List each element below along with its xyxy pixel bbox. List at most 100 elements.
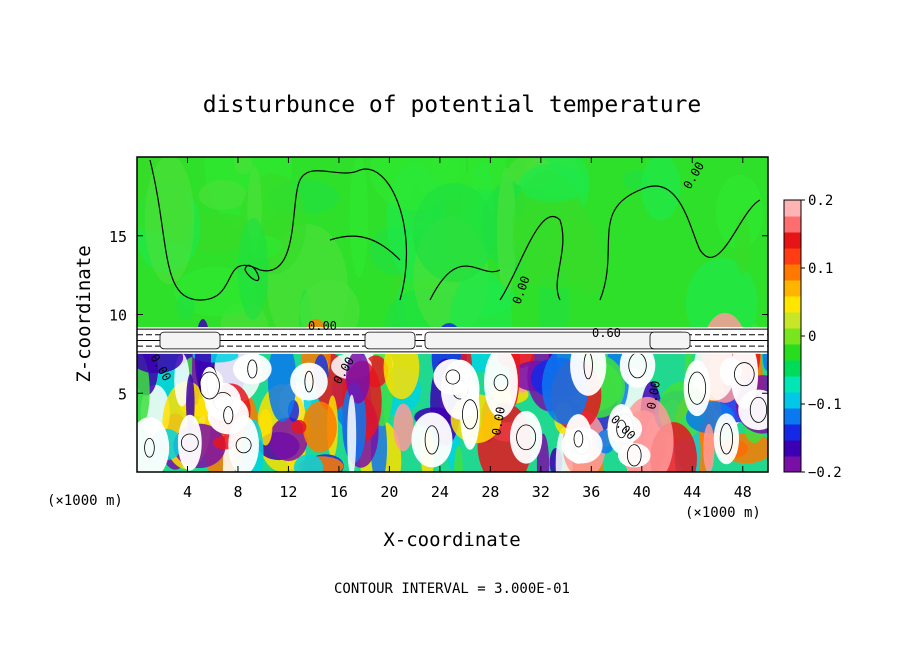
inversion-plate: [364, 331, 416, 350]
upper-patch: [234, 157, 253, 175]
upper-patch: [174, 267, 258, 317]
turbulence-patch: [347, 394, 357, 472]
contour-lines: [149, 159, 761, 301]
colorbar-segment: [784, 376, 801, 393]
contour-interval-note: CONTOUR INTERVAL = 3.000E-01: [334, 581, 570, 597]
inversion-plate: [424, 331, 686, 350]
colorbar-segment: [784, 392, 801, 409]
colorbar-segment: [784, 408, 801, 425]
turbulence-patch: [454, 446, 463, 472]
cell-contour: [734, 362, 755, 387]
contour-label: 0.60: [592, 326, 621, 340]
colorbar-segment: [784, 280, 801, 297]
colorbar-segment: [784, 264, 801, 281]
upper-patch: [144, 157, 195, 285]
cell-contour: [573, 430, 584, 448]
x-tick-label: 44: [683, 483, 701, 501]
cell-contour: [719, 423, 733, 455]
upper-patch: [412, 182, 496, 283]
upper-patch: [176, 293, 196, 321]
cell-contour: [180, 433, 199, 452]
turbulence-patch: [267, 339, 297, 422]
x-tick-label: 4: [183, 483, 192, 501]
white-cell: [137, 416, 170, 472]
cell-contour: [247, 359, 258, 379]
x-tick-label: 36: [582, 483, 600, 501]
cell-contour: [493, 374, 509, 392]
white-cell: [484, 347, 518, 418]
y-axis-label: Z-coordinate: [73, 245, 95, 382]
colorbar-segment: [784, 248, 801, 265]
white-cell: [290, 362, 328, 401]
upper-patch: [716, 174, 764, 250]
y-tick-label: 10: [109, 307, 127, 325]
colorbar-segment: [784, 360, 801, 377]
contour-line: [329, 235, 401, 261]
colorbar-tick-label: 0.2: [808, 193, 833, 209]
cell-contour: [304, 370, 314, 393]
white-cell: [607, 404, 636, 454]
x-tick-label: 8: [233, 483, 242, 501]
x-tick-label: 12: [279, 483, 297, 501]
y-tick-label: 15: [109, 228, 127, 246]
inversion-plate: [159, 331, 221, 350]
turbulence-patch: [291, 419, 307, 435]
x-axis-ticks: 4 8 12 16 20 24 28 32 36 40 44 48: [183, 157, 752, 501]
white-cell: [411, 412, 453, 468]
upper-patch: [198, 180, 247, 211]
white-cell: [207, 396, 249, 435]
upper-patch: [467, 157, 506, 191]
turbulence-patch: [703, 423, 715, 472]
cell-contour: [616, 419, 627, 439]
x-tick-label: 20: [380, 483, 398, 501]
colorbar: [784, 200, 801, 473]
x-tick-label: 24: [431, 483, 449, 501]
colorbar-tick-label: 0: [808, 329, 816, 345]
colorbar-segment: [784, 296, 801, 313]
upper-patch: [349, 157, 369, 278]
turbulence-patch: [293, 454, 324, 472]
cell-contour: [516, 424, 537, 451]
cell-contour: [445, 369, 461, 385]
turbulence-patch: [174, 353, 190, 407]
x-tick-label: 48: [734, 483, 752, 501]
x-tick-label: 32: [532, 483, 550, 501]
contour-line: [149, 159, 408, 301]
colorbar-ticks: 0.2 0.1 0 −0.1 −0.2: [801, 193, 842, 481]
contour-line: [244, 264, 260, 282]
white-cell: [713, 413, 740, 465]
cell-contour: [462, 399, 478, 430]
turbulence-patch: [302, 401, 337, 453]
contour-line: [499, 216, 564, 301]
x-unit-left: (×1000 m): [47, 493, 123, 509]
turbulence-patch: [393, 403, 414, 452]
upper-patch: [641, 157, 681, 221]
inversion-plate: [649, 331, 691, 350]
colorbar-segment: [784, 424, 801, 441]
x-tick-label: 28: [481, 483, 499, 501]
lower-turbulent-field: [137, 312, 768, 472]
cell-contour: [199, 371, 220, 400]
colorbar-segment: [784, 456, 801, 473]
chart-title: disturbunce of potential temperature: [203, 92, 702, 118]
y-axis-ticks: 5 10 15: [109, 228, 768, 403]
white-cell: [232, 353, 272, 385]
contour-label: 0.00: [308, 319, 337, 333]
x-tick-label: 40: [633, 483, 651, 501]
plot-area: [137, 157, 768, 472]
cell-contour: [424, 425, 440, 455]
white-cell: [564, 414, 593, 464]
white-cell: [683, 360, 711, 417]
turbulence-patch: [345, 350, 370, 404]
white-cell: [509, 410, 543, 464]
colorbar-tick-label: −0.1: [808, 397, 842, 413]
colorbar-segment: [784, 312, 801, 329]
cell-contour: [626, 444, 642, 467]
upper-patch: [519, 163, 586, 203]
cell-contour: [749, 396, 768, 423]
cell-contour: [223, 406, 234, 425]
white-cell: [738, 389, 768, 431]
y-tick-label: 5: [118, 385, 127, 403]
inversion-layer: [137, 327, 768, 354]
white-cell: [460, 378, 480, 450]
